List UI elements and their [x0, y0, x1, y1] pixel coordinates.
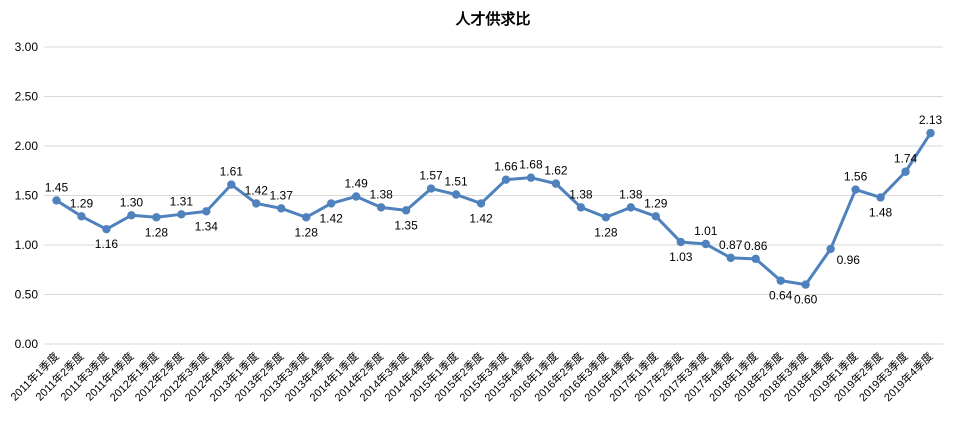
data-label: 1.38	[569, 187, 593, 201]
data-labels: 1.451.291.161.301.281.311.341.611.42 1.37…	[45, 113, 943, 306]
data-label: 0.87	[719, 238, 743, 252]
data-label: 1.49	[344, 176, 368, 190]
data-label: 1.74	[894, 152, 918, 166]
data-label: 0.64	[769, 289, 793, 303]
data-label: 1.16	[95, 237, 119, 251]
data-point-marker	[177, 210, 186, 219]
data-label: 1.30	[120, 195, 144, 209]
data-point-marker	[426, 184, 436, 193]
data-label: 1.03	[669, 250, 693, 264]
data-point-marker	[152, 213, 161, 222]
data-point-marker	[127, 211, 136, 220]
y-tick-label: 0.00	[15, 337, 39, 351]
data-point-marker	[52, 196, 61, 205]
data-label: 1.57	[419, 169, 443, 183]
data-point-marker	[252, 199, 261, 208]
data-label: 2.13	[919, 113, 943, 127]
data-label: 1.29	[644, 196, 668, 210]
y-tick-label: 2.50	[15, 90, 39, 104]
data-point-marker	[626, 203, 636, 212]
data-point-marker	[326, 199, 336, 208]
data-label: 1.42	[469, 211, 493, 225]
data-label: 1.38	[369, 187, 393, 201]
data-label: 1.28	[145, 225, 169, 239]
data-label: 1.38	[619, 187, 643, 201]
data-point-marker	[501, 175, 511, 184]
data-point-marker	[676, 237, 685, 247]
gridlines	[44, 46, 943, 345]
data-label: 1.48	[869, 205, 893, 219]
data-point-marker	[576, 203, 586, 212]
data-label: 0.96	[837, 253, 861, 267]
y-tick-label: 2.00	[15, 139, 39, 153]
data-label: 1.42	[245, 183, 269, 197]
data-label: 1.66	[494, 160, 518, 174]
data-point-marker	[801, 280, 810, 289]
y-tick-label: 1.00	[15, 238, 39, 252]
data-point-marker	[277, 204, 286, 213]
data-point-marker	[551, 179, 561, 188]
data-label: 1.35	[394, 218, 418, 232]
data-point-marker	[851, 185, 860, 194]
data-label: 1.29	[70, 196, 94, 210]
data-point-marker	[901, 167, 910, 176]
data-point-marker	[202, 207, 211, 216]
data-point-marker	[826, 244, 835, 254]
data-point-marker	[401, 206, 411, 215]
data-point-marker	[351, 192, 361, 201]
y-tick-label: 0.50	[15, 288, 39, 302]
data-point-marker	[776, 276, 785, 285]
data-label: 1.42	[320, 211, 344, 225]
data-label: 1.28	[295, 225, 319, 239]
data-point-marker	[476, 199, 486, 208]
data-point-marker	[651, 212, 661, 221]
data-label: 1.51	[444, 175, 468, 189]
data-point-marker	[227, 180, 236, 189]
data-point-marker	[102, 224, 111, 234]
data-label: 1.34	[195, 219, 219, 233]
data-label: 1.56	[844, 170, 868, 184]
data-label: 1.62	[544, 164, 568, 178]
data-point-marker	[451, 190, 461, 199]
data-point-marker	[77, 212, 86, 221]
data-label: 1.31	[170, 194, 194, 208]
data-point-marker	[526, 173, 536, 182]
data-label: 1.37	[270, 188, 294, 202]
data-label: 1.28	[594, 225, 618, 239]
data-label: 1.68	[519, 158, 543, 172]
series-polyline	[54, 131, 933, 287]
data-point-marker	[751, 254, 760, 264]
data-point-marker	[926, 128, 935, 138]
data-point-marker	[376, 203, 386, 212]
series-line	[54, 131, 933, 287]
data-label: 0.86	[744, 239, 768, 253]
data-label: 1.61	[220, 165, 244, 179]
data-label: 1.45	[45, 180, 69, 194]
data-point-marker	[601, 213, 611, 222]
x-axis-labels: 2011年1季度2011年2季度2011年3季度2011年4季度2012年1季度…	[7, 349, 935, 404]
data-point-marker	[876, 193, 885, 202]
y-tick-label: 3.00	[15, 40, 39, 54]
data-point-marker	[701, 239, 710, 249]
y-tick-label: 1.50	[15, 189, 39, 203]
data-point-marker	[302, 213, 311, 222]
data-label: 0.60	[794, 293, 818, 307]
data-point-markers	[52, 128, 935, 289]
y-axis-labels: 0.00 0.50 1.00 1.50 2.00 2.50 3.00	[15, 40, 39, 351]
data-point-marker	[726, 253, 735, 263]
chart-title: 人才供求比	[455, 10, 530, 28]
data-label: 1.01	[694, 224, 718, 238]
